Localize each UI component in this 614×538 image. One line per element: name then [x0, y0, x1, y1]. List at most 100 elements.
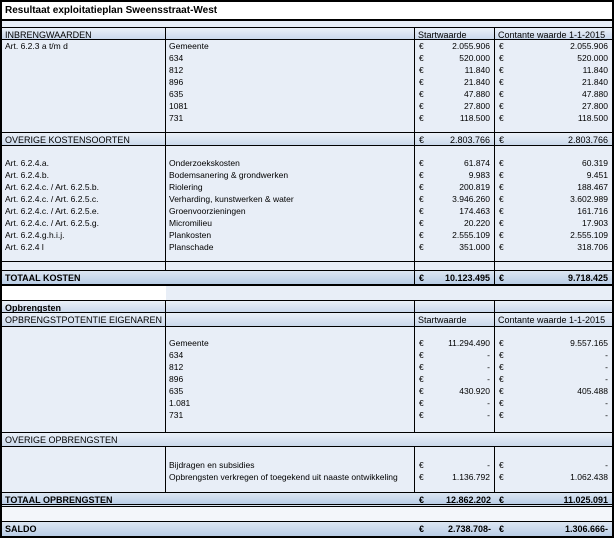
empty-cell	[166, 301, 415, 312]
amount: 118.500	[577, 113, 608, 123]
amount: 430.920	[459, 386, 490, 396]
euro-sign: €	[499, 89, 504, 99]
potentie-header-row: OPBRENGSTPOTENTIE EIGENAREN Startwaarde …	[2, 313, 612, 327]
contante-waarde-cell: €3.602.989	[495, 193, 612, 205]
startwaarde-cell: €61.874	[415, 157, 495, 169]
table-row: Art. 6.2.4.b. Bodemsanering & grondwerke…	[2, 169, 612, 181]
contante-waarde-cell: €2.803.766	[495, 133, 612, 145]
empty-cell	[415, 146, 495, 157]
euro-sign: €	[499, 158, 504, 168]
contante-waarde-cell: €1.306.666-	[495, 522, 612, 536]
contante-waarde-cell: €9.718.425	[495, 271, 612, 284]
amount: 2.055.906	[570, 41, 608, 51]
description-cell: Gemeente	[166, 40, 415, 52]
description-cell: 635	[166, 385, 415, 397]
amount: -	[487, 398, 490, 408]
description-cell: Onderzoekskosten	[166, 157, 415, 169]
euro-sign: €	[499, 350, 504, 360]
amount: -	[605, 350, 608, 360]
description-cell: Opbrengsten verkregen of toegekend uit n…	[166, 471, 415, 483]
contante-waarde-cell: €520.000	[495, 52, 612, 64]
empty-cell	[495, 327, 612, 337]
column-header-contante-waarde: Contante waarde 1-1-2015	[498, 315, 606, 325]
table-row: Art. 6.2.4.a. Onderzoekskosten €61.874 €…	[2, 157, 612, 169]
amount: 21.840	[582, 77, 608, 87]
empty-cell	[2, 253, 166, 261]
euro-sign: €	[419, 77, 424, 87]
euro-sign: €	[419, 89, 424, 99]
art-cell	[2, 409, 166, 421]
description-cell: 896	[166, 373, 415, 385]
startwaarde-cell: €10.123.495	[415, 271, 495, 284]
startwaarde-cell: €430.920	[415, 385, 495, 397]
empty-cell	[166, 146, 415, 157]
amount: 12.862.202	[445, 495, 491, 504]
table-row: Art. 6.2.4.c. / Art. 6.2.5.b. Riolering …	[2, 181, 612, 193]
table-row: Bijdragen en subsidies € - € -	[2, 459, 612, 471]
amount: 60.319	[582, 158, 608, 168]
euro-sign: €	[499, 170, 504, 180]
amount: 9.983	[468, 170, 490, 180]
contante-waarde-cell: € -	[495, 397, 612, 409]
empty-cell	[415, 124, 495, 132]
column-header-contante-waarde: Contante waarde 1-1-2015	[498, 30, 606, 39]
euro-sign: €	[499, 113, 504, 123]
amount: 1.306.666-	[564, 524, 608, 534]
contante-waarde-cell: €47.880	[495, 88, 612, 100]
art-cell	[2, 100, 166, 112]
empty-cell	[2, 146, 166, 157]
amount: 27.800	[582, 101, 608, 111]
empty-cell	[166, 327, 415, 337]
contante-waarde-cell: €118.500	[495, 112, 612, 124]
euro-sign: €	[419, 350, 424, 360]
amount: 2.803.766	[567, 135, 608, 145]
euro-sign: €	[419, 170, 424, 180]
euro-sign: €	[419, 410, 424, 420]
euro-sign: €	[499, 101, 504, 111]
description-cell: Riolering	[166, 181, 415, 193]
amount: 520.000	[459, 53, 490, 63]
table-row: 1081 €27.800 €27.800	[2, 100, 612, 112]
startwaarde-cell: €2.055.906	[415, 40, 495, 52]
art-cell	[2, 471, 166, 483]
spacer-row	[2, 447, 612, 459]
title-row: Resultaat exploitatieplan Sweensstraat-W…	[2, 2, 612, 21]
amount: -	[487, 350, 490, 360]
empty-cell	[415, 421, 495, 432]
euro-sign: €	[419, 374, 424, 384]
startwaarde-cell: €11.840	[415, 64, 495, 76]
art-cell	[2, 361, 166, 373]
amount: -	[605, 460, 608, 470]
amount: 11.840	[582, 65, 608, 75]
art-cell	[2, 385, 166, 397]
euro-sign: €	[419, 338, 424, 348]
amount: 2.803.766	[449, 135, 490, 145]
euro-sign: €	[419, 386, 424, 396]
euro-sign: €	[499, 194, 504, 204]
contante-waarde-cell: €188.467	[495, 181, 612, 193]
amount: 188.467	[577, 182, 608, 192]
empty-cell	[166, 28, 415, 39]
contante-waarde-cell: €9.557.165	[495, 337, 612, 349]
empty-cell	[495, 483, 612, 492]
contante-waarde-cell: €1.062.438	[495, 471, 612, 483]
table-row: 634 € - € -	[2, 349, 612, 361]
euro-sign: €	[499, 218, 504, 228]
table-row: 896 €21.840 €21.840	[2, 76, 612, 88]
amount: 27.800	[464, 101, 490, 111]
empty-cell	[2, 124, 166, 132]
amount: 200.819	[459, 182, 490, 192]
startwaarde-cell: € -	[415, 373, 495, 385]
art-cell	[2, 112, 166, 124]
empty-cell	[2, 262, 166, 270]
art-cell	[2, 349, 166, 361]
contante-waarde-cell: € -	[495, 459, 612, 471]
table-row: Art. 6.2.4.c. / Art. 6.2.5.e. Groenvoorz…	[2, 205, 612, 217]
startwaarde-cell: €27.800	[415, 100, 495, 112]
description-cell: 635	[166, 88, 415, 100]
euro-sign: €	[499, 53, 504, 63]
amount: -	[487, 410, 490, 420]
amount: 161.716	[577, 206, 608, 216]
empty-cell	[2, 447, 166, 459]
